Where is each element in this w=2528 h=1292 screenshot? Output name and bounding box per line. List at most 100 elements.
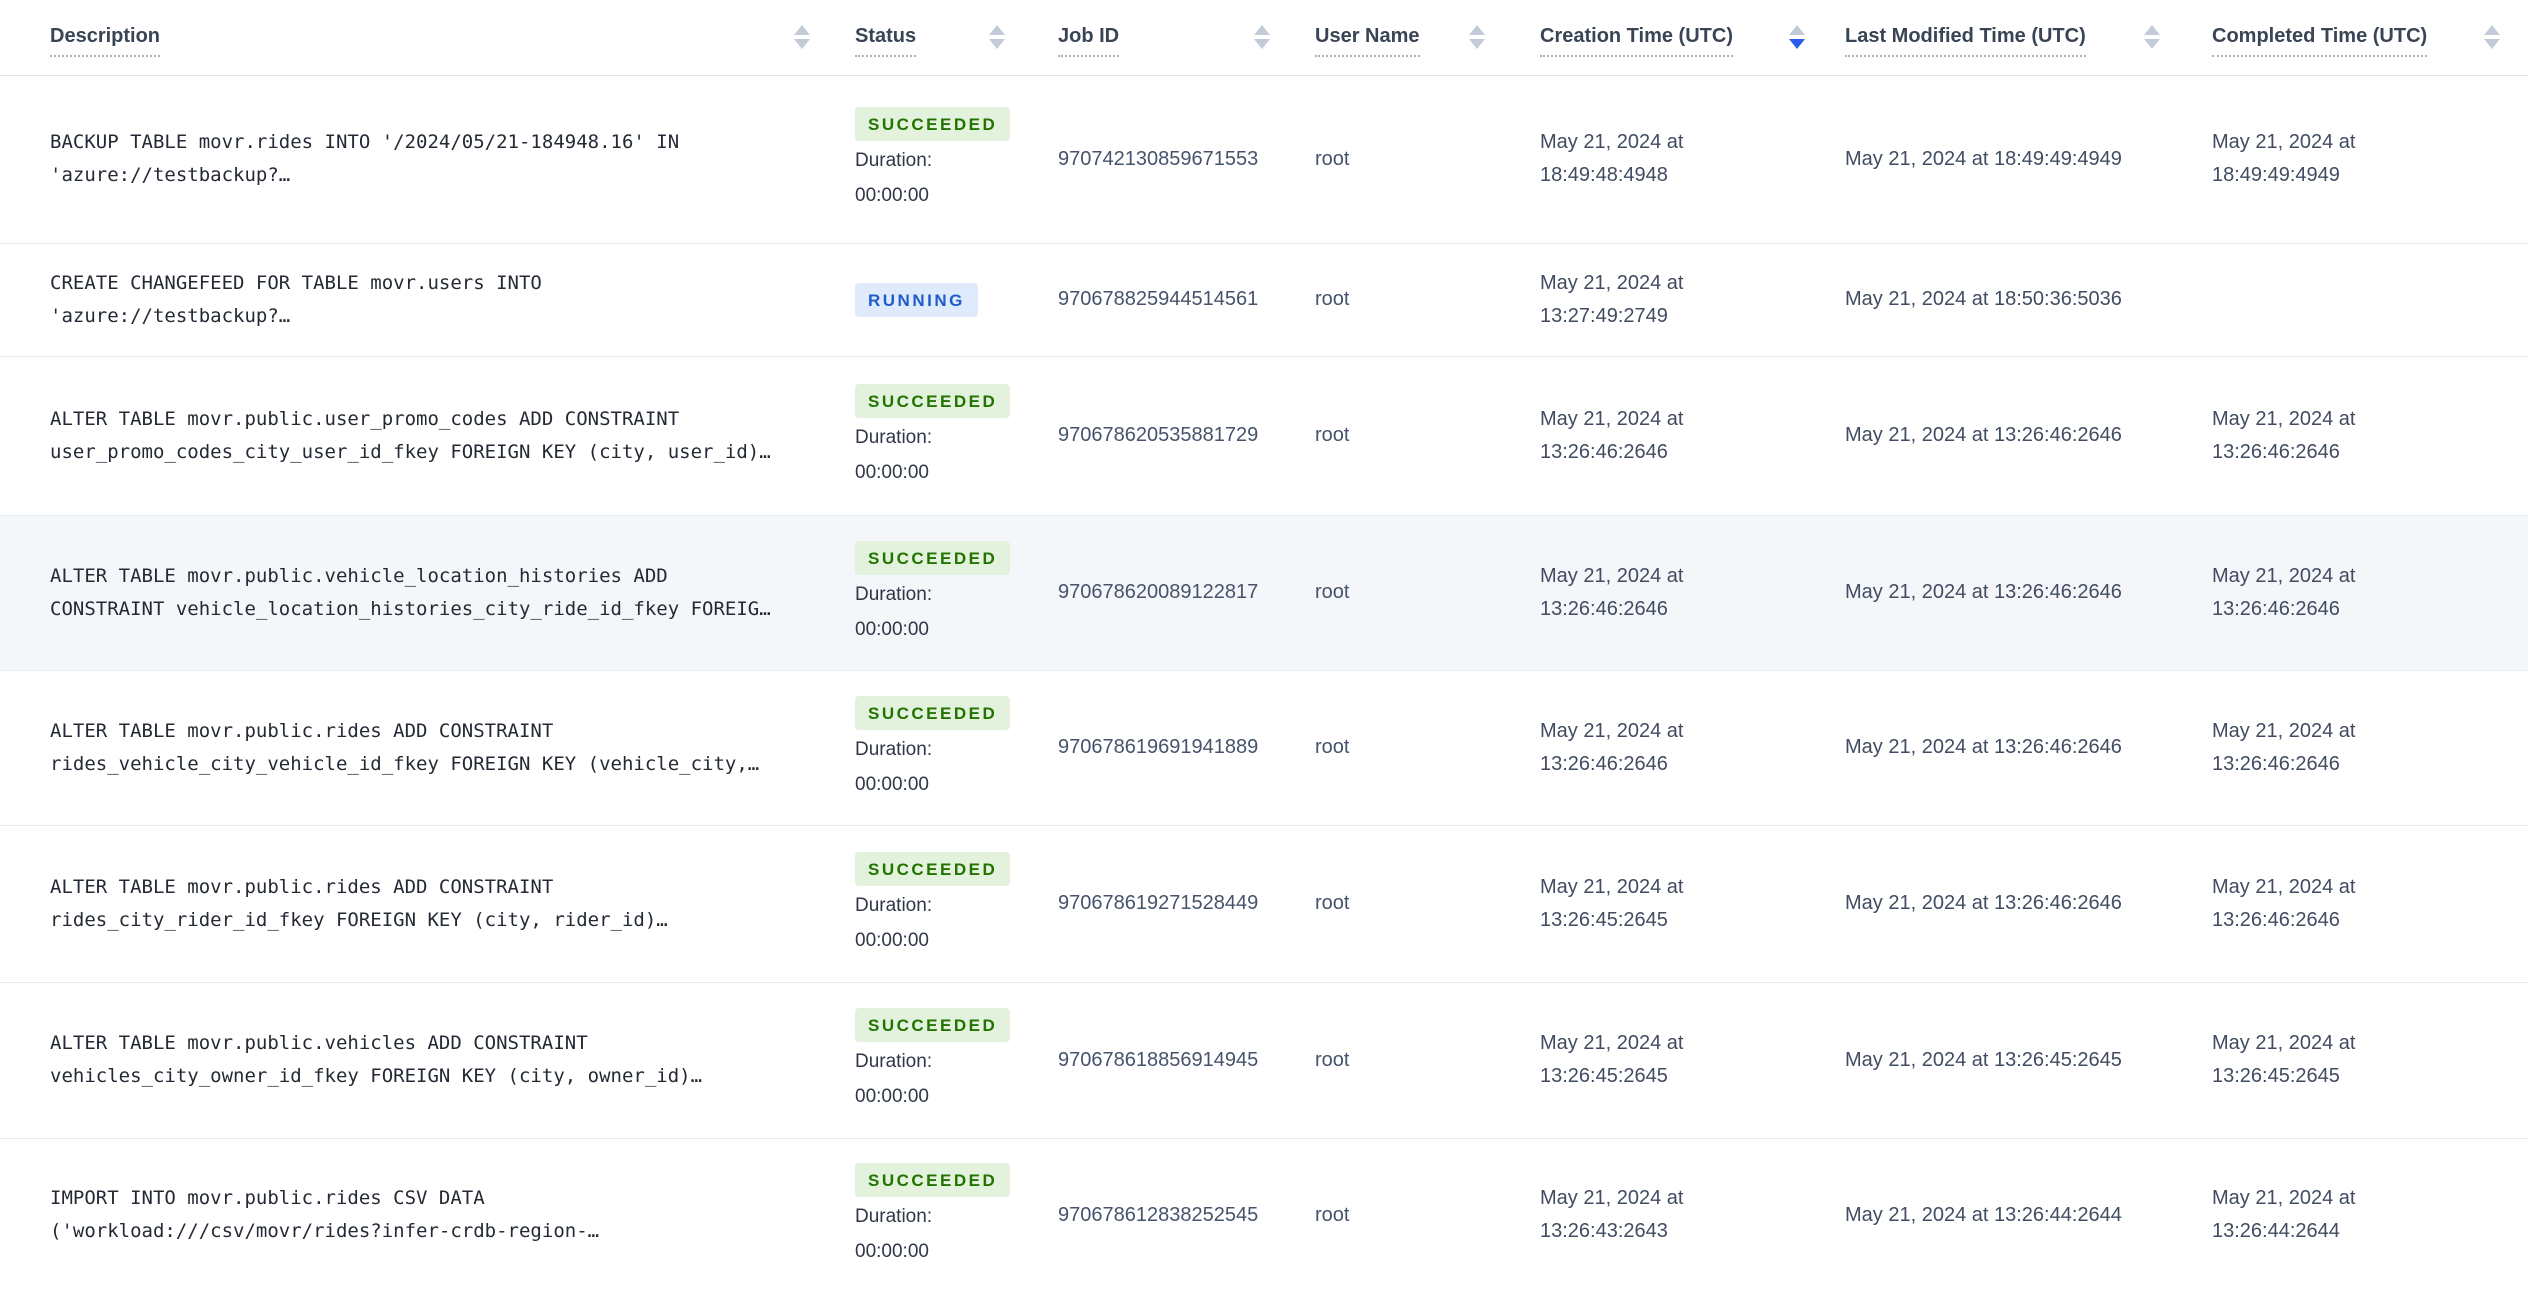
job-description[interactable]: BACKUP TABLE movr.rides INTO '/2024/05/2… — [50, 131, 680, 186]
duration-value: 00:00:00 — [855, 1241, 929, 1263]
status-badge: SUCCEEDED — [855, 107, 1011, 141]
user-name: root — [1315, 147, 1350, 170]
column-label: Last Modified Time (UTC) — [1845, 25, 2086, 58]
status-badge: SUCCEEDED — [855, 851, 1011, 886]
job-row[interactable]: ALTER TABLE movr.public.vehicles ADD CON… — [0, 982, 2528, 1139]
creation-time: May 21, 2024 at 13:26:45:2645 — [1540, 1032, 1684, 1087]
sort-icon[interactable] — [989, 25, 1005, 50]
job-row[interactable]: ALTER TABLE movr.public.vehicle_location… — [0, 515, 2528, 671]
duration-label: Duration: — [855, 426, 933, 448]
duration-value: 00:00:00 — [855, 185, 929, 206]
sort-icon[interactable] — [2484, 25, 2500, 50]
completed-time: May 21, 2024 at 18:49:49:4949 — [2212, 131, 2356, 186]
duration-label: Duration: — [855, 1051, 933, 1072]
column-header-status[interactable]: Status — [835, 0, 1040, 76]
job-row[interactable]: CREATE CHANGEFEED FOR TABLE movr.users I… — [0, 243, 2528, 357]
job-description[interactable]: ALTER TABLE movr.public.vehicle_location… — [50, 564, 771, 620]
duration-label: Duration: — [855, 738, 933, 760]
column-label: Completed Time (UTC) — [2212, 25, 2428, 58]
column-header-last-modified-time[interactable]: Last Modified Time (UTC) — [1835, 0, 2195, 76]
sort-icon-active-desc[interactable] — [1789, 25, 1805, 50]
duration-label: Duration: — [855, 894, 933, 916]
last-modified-time: May 21, 2024 at 13:26:46:2646 — [1845, 892, 2122, 914]
duration-value: 00:00:00 — [855, 929, 929, 951]
completed-time: May 21, 2024 at 13:26:46:2646 — [2212, 875, 2356, 931]
job-description[interactable]: IMPORT INTO movr.public.rides CSV DATA (… — [50, 1187, 600, 1243]
column-header-user-name[interactable]: User Name — [1300, 0, 1520, 76]
completed-time: May 21, 2024 at 13:26:46:2646 — [2212, 407, 2356, 463]
completed-time: May 21, 2024 at 13:26:46:2646 — [2212, 719, 2356, 775]
duration-value: 00:00:00 — [855, 461, 929, 483]
job-id: 970678620535881729 — [1058, 424, 1259, 446]
column-header-description[interactable]: Description — [0, 0, 835, 76]
status-badge: SUCCEEDED — [855, 695, 1011, 730]
user-name: root — [1315, 1203, 1350, 1226]
column-header-completed-time[interactable]: Completed Time (UTC) — [2195, 0, 2528, 76]
status-badge: SUCCEEDED — [855, 540, 1011, 575]
job-id: 970678612838252545 — [1058, 1203, 1259, 1226]
job-description[interactable]: ALTER TABLE movr.public.rides ADD CONSTR… — [50, 875, 668, 931]
last-modified-time: May 21, 2024 at 18:50:36:5036 — [1845, 288, 2122, 310]
status-badge: SUCCEEDED — [855, 1008, 1011, 1042]
job-description[interactable]: CREATE CHANGEFEED FOR TABLE movr.users I… — [50, 271, 542, 327]
job-row[interactable]: ALTER TABLE movr.public.user_promo_codes… — [0, 356, 2528, 516]
duration-label: Duration: — [855, 150, 933, 171]
sort-icon[interactable] — [2144, 25, 2160, 50]
duration-value: 00:00:00 — [855, 773, 929, 795]
column-label: User Name — [1315, 25, 1420, 58]
column-label: Description — [50, 25, 161, 58]
column-label: Job ID — [1058, 25, 1120, 58]
creation-time: May 21, 2024 at 13:26:45:2645 — [1540, 875, 1684, 931]
duration-value: 00:00:00 — [855, 1086, 929, 1107]
job-id: 970678619691941889 — [1058, 736, 1259, 758]
job-row[interactable]: IMPORT INTO movr.public.rides CSV DATA (… — [0, 1138, 2528, 1292]
duration-label: Duration: — [855, 1206, 933, 1228]
last-modified-time: May 21, 2024 at 18:49:49:4949 — [1845, 147, 2122, 170]
creation-time: May 21, 2024 at 13:26:43:2643 — [1540, 1187, 1684, 1243]
job-id: 970678620089122817 — [1058, 581, 1259, 603]
user-name: root — [1315, 288, 1350, 310]
creation-time: May 21, 2024 at 13:27:49:2749 — [1540, 271, 1684, 327]
duration-label: Duration: — [855, 583, 933, 605]
last-modified-time: May 21, 2024 at 13:26:46:2646 — [1845, 424, 2122, 446]
user-name: root — [1315, 581, 1350, 603]
last-modified-time: May 21, 2024 at 13:26:46:2646 — [1845, 736, 2122, 758]
job-row[interactable]: BACKUP TABLE movr.rides INTO '/2024/05/2… — [0, 75, 2528, 244]
job-description[interactable]: ALTER TABLE movr.public.user_promo_codes… — [50, 407, 771, 463]
column-label: Status — [855, 25, 917, 58]
status-badge: SUCCEEDED — [855, 1163, 1011, 1198]
last-modified-time: May 21, 2024 at 13:26:44:2644 — [1845, 1203, 2122, 1226]
job-id: 970742130859671553 — [1058, 147, 1259, 170]
job-description[interactable]: ALTER TABLE movr.public.rides ADD CONSTR… — [50, 719, 760, 775]
column-label: Creation Time (UTC) — [1540, 25, 1733, 58]
job-row[interactable]: ALTER TABLE movr.public.rides ADD CONSTR… — [0, 670, 2528, 826]
last-modified-time: May 21, 2024 at 13:26:46:2646 — [1845, 581, 2122, 603]
job-row[interactable]: ALTER TABLE movr.public.rides ADD CONSTR… — [0, 825, 2528, 983]
creation-time: May 21, 2024 at 13:26:46:2646 — [1540, 407, 1684, 463]
completed-time: May 21, 2024 at 13:26:46:2646 — [2212, 564, 2356, 620]
sort-icon[interactable] — [794, 25, 810, 50]
job-description[interactable]: ALTER TABLE movr.public.vehicles ADD CON… — [50, 1032, 703, 1087]
column-header-job-id[interactable]: Job ID — [1040, 0, 1300, 76]
user-name: root — [1315, 892, 1350, 914]
sort-icon[interactable] — [1254, 25, 1270, 50]
creation-time: May 21, 2024 at 13:26:46:2646 — [1540, 564, 1684, 620]
column-header-creation-time[interactable]: Creation Time (UTC) — [1520, 0, 1835, 76]
user-name: root — [1315, 736, 1350, 758]
job-id: 970678619271528449 — [1058, 892, 1259, 914]
completed-time: May 21, 2024 at 13:26:45:2645 — [2212, 1032, 2356, 1087]
creation-time: May 21, 2024 at 18:49:48:4948 — [1540, 131, 1684, 186]
duration-value: 00:00:00 — [855, 618, 929, 640]
sort-icon[interactable] — [1469, 25, 1485, 50]
creation-time: May 21, 2024 at 13:26:46:2646 — [1540, 719, 1684, 775]
completed-time: May 21, 2024 at 13:26:44:2644 — [2212, 1187, 2356, 1243]
table-header: Description Status Job ID User Name — [0, 0, 2528, 76]
status-badge: RUNNING — [855, 282, 978, 317]
status-badge: SUCCEEDED — [855, 383, 1011, 418]
user-name: root — [1315, 1048, 1350, 1071]
job-id: 970678825944514561 — [1058, 288, 1259, 310]
last-modified-time: May 21, 2024 at 13:26:45:2645 — [1845, 1048, 2122, 1071]
user-name: root — [1315, 424, 1350, 446]
